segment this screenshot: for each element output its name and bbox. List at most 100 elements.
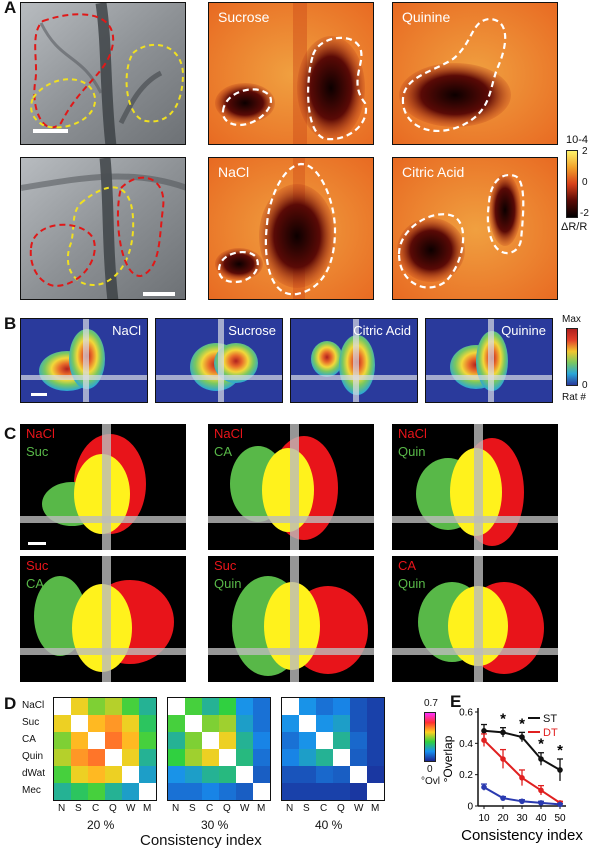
matrix-col-label: M [257,803,266,814]
matrix-col-label: N [286,803,294,814]
tastant-label: Sucrose [218,9,270,25]
data-point [481,737,487,743]
matrix-cell [168,715,185,732]
matrix-cell [122,715,139,732]
overlap-map-1: NaCl CA [208,424,374,550]
green-tastant-label: CA [26,576,45,591]
significance-marker: * [500,711,506,728]
colorbar-a [566,150,578,218]
matrix-cell [54,732,71,749]
colorbar-b-top: Max [562,314,581,325]
matrix-cell [88,766,105,783]
matrix-cell [333,715,350,732]
matrix-cell [333,698,350,715]
matrix-cell [282,715,299,732]
matrix-cell [122,766,139,783]
matrix-cell [168,732,185,749]
matrix-cell [236,732,253,749]
matrix-cell [299,766,316,783]
matrix-cell [88,783,105,800]
x-tick-label: 10 [478,813,490,824]
matrix-cell [105,783,122,800]
matrix-row-label: dWat [22,768,45,779]
matrix-cell [185,715,202,732]
tastant-label: Citric Acid [353,323,411,338]
matrix-cell [219,766,236,783]
colorbar-a-tick-top: 2 [582,146,588,157]
matrix-col-label: Q [223,803,231,814]
green-tastant-label: Quin [398,576,426,591]
matrix-cell [219,732,236,749]
map-citric-acid: Citric Acid [392,157,558,300]
tastant-label: Citric Acid [402,164,465,180]
matrix-cell [202,698,219,715]
red-tastant-label: NaCl [214,426,243,441]
overlap-map-3: Suc CA [20,556,186,682]
data-point [500,756,506,762]
matrix-cell [236,783,253,800]
overlap-map-0: NaCl Suc [20,424,186,550]
matrix-cell [139,715,156,732]
matrix-col-label: M [143,803,152,814]
matrix-cell [333,749,350,766]
matrix-col-label: N [172,803,180,814]
overlap-matrix-0 [53,697,157,801]
matrix-cell [185,732,202,749]
tastant-label: Sucrose [228,323,276,338]
matrix-cell [54,698,71,715]
matrix-cell [219,715,236,732]
matrix-cell [219,783,236,800]
matrix-cell [350,749,367,766]
matrix-cell [299,749,316,766]
matrix-cell [282,766,299,783]
data-point [557,800,563,806]
matrix-cell [350,698,367,715]
matrix-cell [202,766,219,783]
matrix-cell [367,715,384,732]
matrix-cell [54,749,71,766]
matrix-cell [88,749,105,766]
matrix-col-label: S [189,803,196,814]
matrix-cell [71,749,88,766]
series-line [483,739,561,804]
matrix-cell [253,749,270,766]
x-tick-label: 40 [535,813,547,824]
legend-label: ST [543,713,557,725]
matrix-cell [253,783,270,800]
matrix-cell [299,783,316,800]
matrix-cell [236,749,253,766]
matrix-cell [236,766,253,783]
matrix-cell [316,766,333,783]
matrix-cell [202,749,219,766]
green-tastant-label: Quin [214,576,242,591]
matrix-cell [282,783,299,800]
data-point [519,734,525,740]
scale-bar [31,393,47,396]
data-point [481,728,487,734]
red-tastant-label: Suc [214,558,237,573]
matrix-cell [316,715,333,732]
matrix-col-label: S [75,803,82,814]
significance-marker: * [519,715,525,732]
y-axis-label: °Overlap [441,735,455,782]
tastant-label: Quinine [402,9,451,25]
matrix-cell [139,749,156,766]
significance-marker: * [538,736,544,753]
x-tick-label: 20 [497,813,509,824]
matrix-col-label: W [126,803,136,814]
matrix-cell [122,783,139,800]
matrix-cell [333,783,350,800]
matrix-cell [350,732,367,749]
colorbar-d-bottom: 0 [427,764,433,775]
overlap-map-4: Suc Quin [208,556,374,682]
y-tick-label: 0.4 [459,739,473,750]
panel-label-b: B [4,314,17,333]
data-point [538,800,544,806]
matrix-cell [333,766,350,783]
matrix-cell [88,732,105,749]
matrix-cell [105,732,122,749]
rat-heatmap-3: Quinine [425,318,553,403]
cortex-photo-2 [20,157,186,300]
matrix-row-label: NaCl [22,700,45,711]
colorbar-d-unit: °Ovl [421,776,440,787]
